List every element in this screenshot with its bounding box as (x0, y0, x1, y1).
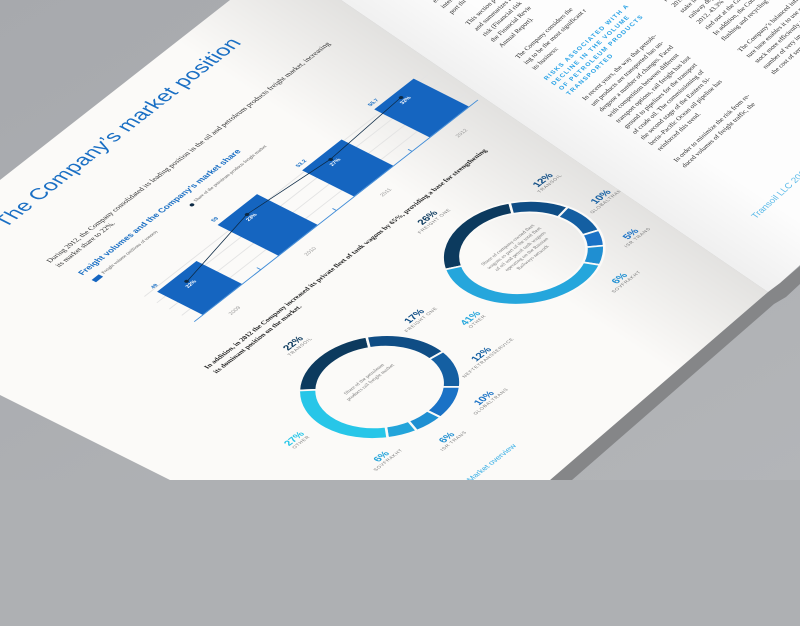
share-line (186, 97, 402, 282)
donut-slice-other (443, 261, 602, 306)
left-page-content: The Company’s market position During 201… (0, 35, 653, 480)
donut-ring (441, 200, 606, 306)
background-scene (0, 0, 800, 480)
donut-slice-other (297, 388, 390, 440)
page-stack-edge (550, 266, 800, 480)
donut-ring (297, 334, 462, 440)
report-footer: Transoil LLC 2012 an (749, 157, 800, 221)
